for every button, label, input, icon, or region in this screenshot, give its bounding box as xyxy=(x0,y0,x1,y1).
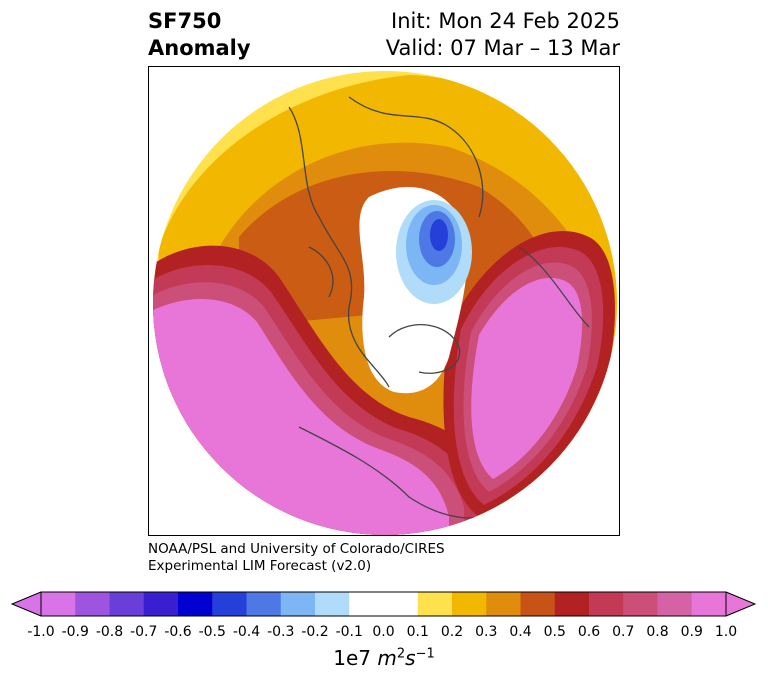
colorbar-tick-label: 0.5 xyxy=(543,624,566,640)
units-mid: s xyxy=(405,646,416,670)
colorbar-tick-label: 0.8 xyxy=(646,624,669,640)
colorbar-tick-label: -0.7 xyxy=(130,624,158,640)
variable-label: SF750 xyxy=(148,9,222,33)
colorbar-tick-label: 0.2 xyxy=(440,624,464,640)
colorbar-cell xyxy=(520,592,556,616)
colorbar-cell xyxy=(417,592,453,616)
colorbar-tick-label: -1.0 xyxy=(27,624,55,640)
colorbar-tick-label: 0.9 xyxy=(680,624,703,640)
anomaly-label: Anomaly xyxy=(148,36,251,60)
colorbar-cell xyxy=(383,592,419,616)
colorbar-cell xyxy=(452,592,487,616)
data-credit: NOAA/PSL and University of Colorado/CIRE… xyxy=(148,541,445,575)
colorbar-tick-label: 1.0 xyxy=(714,624,738,640)
credit-line-1: NOAA/PSL and University of Colorado/CIRE… xyxy=(148,541,445,557)
units-exp1: 2 xyxy=(396,646,406,662)
colorbar-cell xyxy=(589,592,624,616)
colorbar-tick-label: 0.4 xyxy=(509,624,532,640)
colorbar-tick-label: 0.6 xyxy=(577,624,601,640)
anomaly-field xyxy=(153,71,617,535)
colorbar-tick-label: -0.8 xyxy=(95,624,124,640)
units-prefix: 1e7 xyxy=(333,646,378,670)
colorbar-units: 1e7 m2s−1 xyxy=(0,646,768,670)
colorbar-tick-label: -0.6 xyxy=(164,624,192,640)
colorbar-extend-low xyxy=(12,592,41,616)
plot-title: SF750 Anomaly xyxy=(148,8,251,62)
colorbar-cell xyxy=(143,592,179,616)
colorbar-cell xyxy=(691,592,727,616)
colorbar-cell xyxy=(178,592,213,616)
colorbar-cell xyxy=(75,592,110,616)
colorbar-cell xyxy=(657,592,693,616)
colorbar-tick-label: 0.1 xyxy=(406,624,429,640)
colorbar-tick-label: -0.3 xyxy=(267,624,295,640)
colorbar xyxy=(10,591,757,617)
colorbar-cell xyxy=(486,592,521,616)
colorbar-tick-label: 0.0 xyxy=(372,624,395,640)
units-main: m xyxy=(377,646,397,670)
date-info: Init: Mon 24 Feb 2025 Valid: 07 Mar – 13… xyxy=(386,8,620,62)
credit-line-2: Experimental LIM Forecast (v2.0) xyxy=(148,558,372,574)
colorbar-cell xyxy=(623,592,658,616)
colorbar-cell xyxy=(554,592,590,616)
colorbar-cell xyxy=(109,592,145,616)
colorbar-ticks: -1.0 -0.9 -0.8 -0.7 -0.6 -0.5 -0.4 -0.3 -0.2 -0.1… xyxy=(0,624,768,644)
colorbar-extend-high xyxy=(726,592,755,616)
colorbar-cell xyxy=(280,592,316,616)
units-exp2: −1 xyxy=(415,646,435,662)
init-date: Init: Mon 24 Feb 2025 xyxy=(391,9,620,33)
colorbar-tick-label: -0.1 xyxy=(335,624,363,640)
colorbar-cell xyxy=(212,592,247,616)
colorbar-tick-label: -0.2 xyxy=(301,624,329,640)
colorbar-cell xyxy=(315,592,350,616)
polar-map xyxy=(148,66,620,536)
colorbar-tick-label: -0.9 xyxy=(61,624,89,640)
colorbar-tick-label: 0.7 xyxy=(612,624,635,640)
valid-range: Valid: 07 Mar – 13 Mar xyxy=(385,36,620,60)
colorbar-tick-label: -0.5 xyxy=(198,624,226,640)
colorbar-tick-label: 0.3 xyxy=(475,624,498,640)
colorbar-tick-label: -0.4 xyxy=(232,624,261,640)
colorbar-cell xyxy=(246,592,282,616)
colorbar-cell xyxy=(349,592,384,616)
colorbar-cell xyxy=(41,592,76,616)
